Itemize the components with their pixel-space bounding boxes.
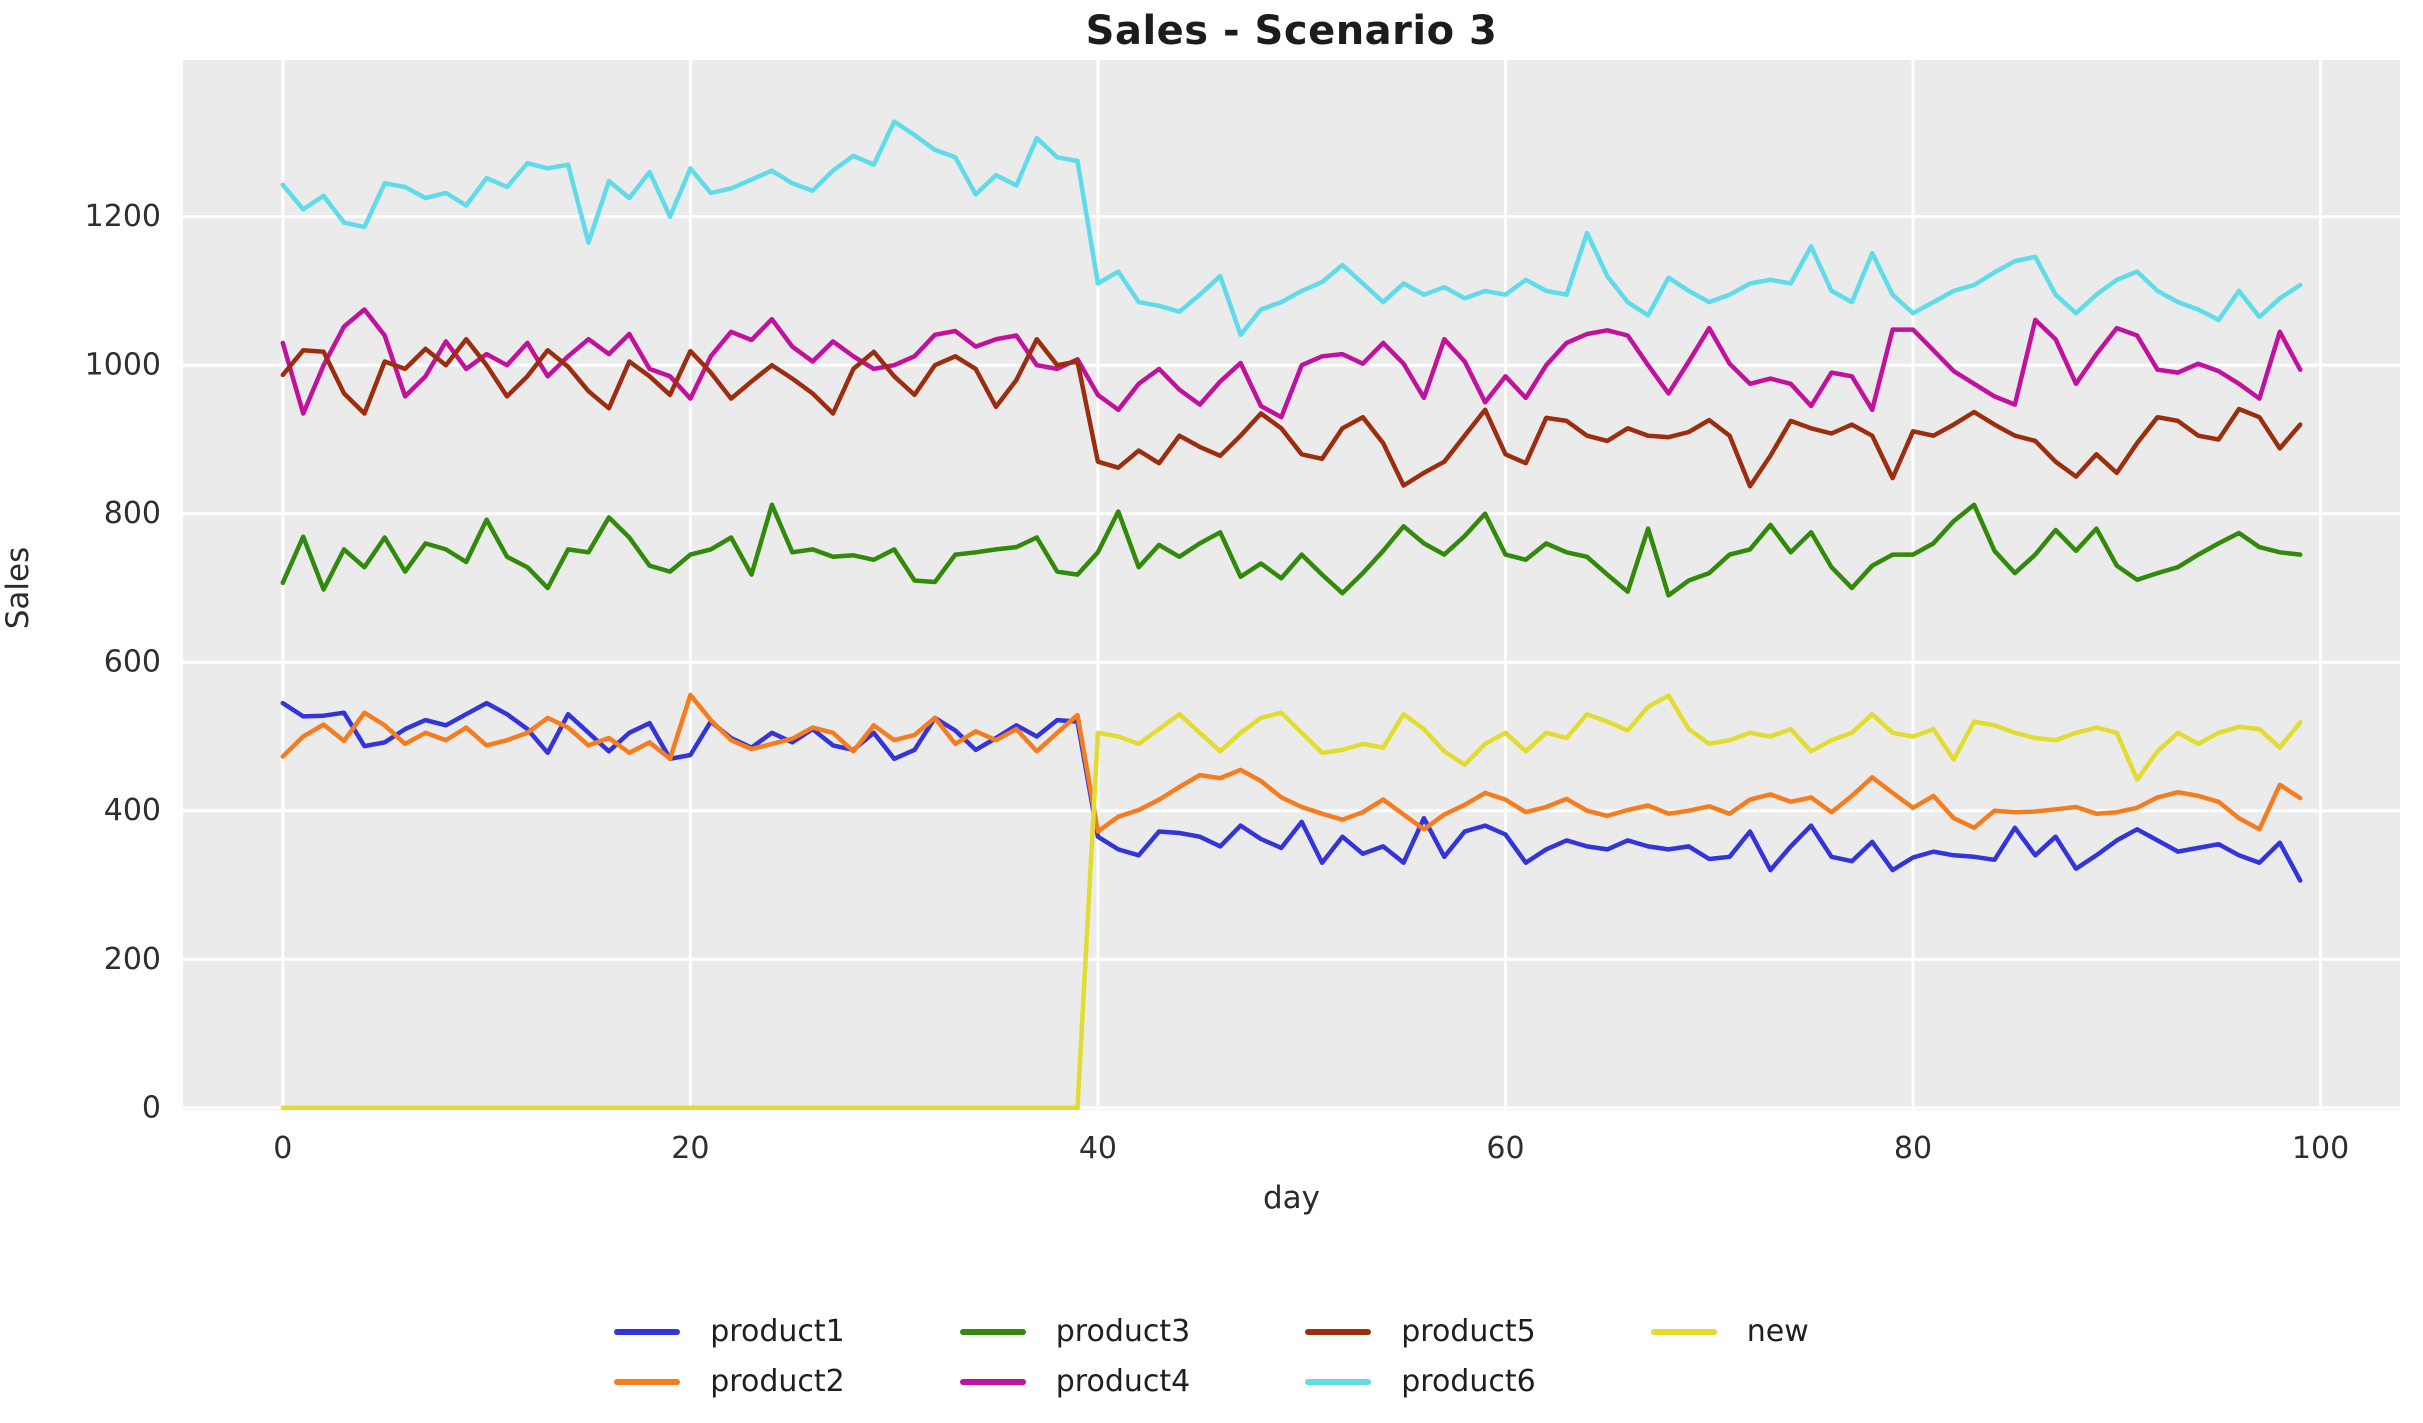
series-line-product3	[280, 502, 2303, 598]
x-tick-label: 80	[1894, 1131, 1932, 1166]
x-tick-label: 20	[671, 1131, 709, 1166]
legend-item-product2: product2	[614, 1364, 845, 1399]
legend-label-product6: product6	[1401, 1364, 1536, 1399]
y-tick-label: 400	[104, 793, 161, 828]
legend-column: new	[1650, 1314, 1809, 1349]
legend-label-product3: product3	[1055, 1314, 1191, 1349]
y-tick-label: 1200	[85, 199, 161, 234]
y-tick-label: 800	[104, 496, 161, 531]
y-tick-label: 200	[104, 942, 161, 977]
legend-item-product1: product1	[614, 1314, 845, 1349]
x-tick-label: 0	[273, 1131, 292, 1166]
legend-swatch-product2	[614, 1379, 681, 1385]
series-line-product1	[280, 700, 2303, 883]
legend-item-product6: product6	[1305, 1364, 1536, 1399]
chart-title: Sales - Scenario 3	[1085, 8, 1498, 54]
y-tick-label: 600	[104, 645, 161, 680]
x-tick-label: 100	[2292, 1131, 2349, 1166]
legend-swatch-product4	[959, 1379, 1026, 1385]
y-tick-label: 1000	[85, 348, 161, 383]
legend: product1 product2 product3 product4 product5…	[0, 1317, 2423, 1397]
plot-background	[183, 60, 2400, 1110]
series-line-product4	[280, 307, 2303, 420]
series-line-product5	[280, 336, 2303, 489]
legend-label-product1: product1	[710, 1314, 845, 1349]
legend-item-new: new	[1650, 1314, 1809, 1349]
x-axis-label: day	[1262, 1180, 1321, 1216]
y-tick-label: 0	[142, 1090, 161, 1125]
legend-label-product5: product5	[1401, 1314, 1536, 1349]
legend-swatch-product5	[1305, 1329, 1372, 1335]
legend-item-product3: product3	[959, 1314, 1191, 1349]
x-tick-label: 40	[1079, 1131, 1117, 1166]
legend-label-product2: product2	[710, 1364, 845, 1399]
legend-label-product4: product4	[1055, 1364, 1191, 1399]
legend-column: product1 product2	[614, 1314, 845, 1399]
series-line-product6	[280, 119, 2303, 338]
legend-swatch-new	[1650, 1329, 1717, 1335]
series-line-new	[280, 693, 2303, 1111]
x-tick-label: 60	[1486, 1131, 1524, 1166]
y-axis-label: Sales	[0, 546, 36, 630]
legend-label-new: new	[1746, 1314, 1809, 1349]
legend-column: product3 product4	[959, 1314, 1191, 1399]
legend-swatch-product6	[1305, 1379, 1372, 1385]
legend-item-product5: product5	[1305, 1314, 1536, 1349]
legend-column: product5 product6	[1305, 1314, 1536, 1399]
legend-swatch-product3	[959, 1329, 1026, 1335]
series-line-product2	[280, 692, 2303, 834]
legend-item-product4: product4	[959, 1364, 1191, 1399]
legend-swatch-product1	[614, 1329, 681, 1335]
